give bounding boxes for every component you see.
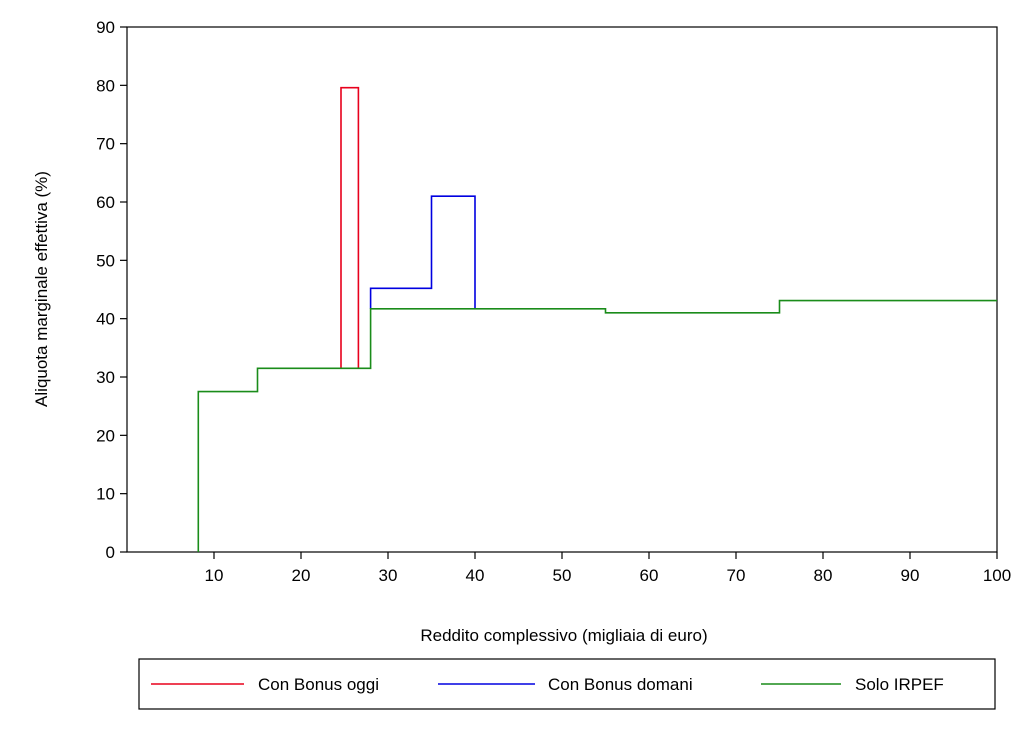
legend-label-1: Con Bonus oggi [258,675,379,694]
legend-label-3: Solo IRPEF [855,675,944,694]
legend-box [138,658,996,710]
x-tick-label: 30 [379,566,398,585]
series-line-2 [369,195,476,309]
x-tick-label: 50 [553,566,572,585]
y-tick-label: 70 [96,135,115,154]
y-tick-label: 30 [96,368,115,387]
x-tick-label: 70 [727,566,746,585]
legend-label-2: Con Bonus domani [548,675,693,694]
y-axis-title: Aliquota marginale effettiva (%) [32,171,51,407]
x-tick-label: 20 [292,566,311,585]
x-tick-label: 100 [983,566,1011,585]
y-tick-label: 10 [96,485,115,504]
series-line-1 [340,86,360,369]
x-tick-label: 80 [814,566,833,585]
y-axis: 0 10 20 30 40 50 60 70 80 90 [96,18,127,562]
y-tick-label: 40 [96,310,115,329]
x-tick-label: 40 [466,566,485,585]
y-tick-label: 90 [96,18,115,37]
plot-border [126,26,998,553]
x-tick-label: 90 [901,566,920,585]
x-axis: 10 20 30 40 50 60 70 80 90 100 [205,552,1011,585]
x-tick-label: 60 [640,566,659,585]
y-tick-label: 80 [96,76,115,95]
legend: Con Bonus oggi Con Bonus domani Solo IRPEF [138,658,996,710]
plot-frame [126,26,998,553]
y-tick-label: 0 [106,543,115,562]
y-tick-label: 20 [96,426,115,445]
series-line-3 [197,299,997,552]
x-tick-label: 10 [205,566,224,585]
series-group [197,86,997,552]
y-tick-label: 50 [96,251,115,270]
y-tick-label: 60 [96,193,115,212]
x-axis-title: Reddito complessivo (migliaia di euro) [420,626,707,645]
